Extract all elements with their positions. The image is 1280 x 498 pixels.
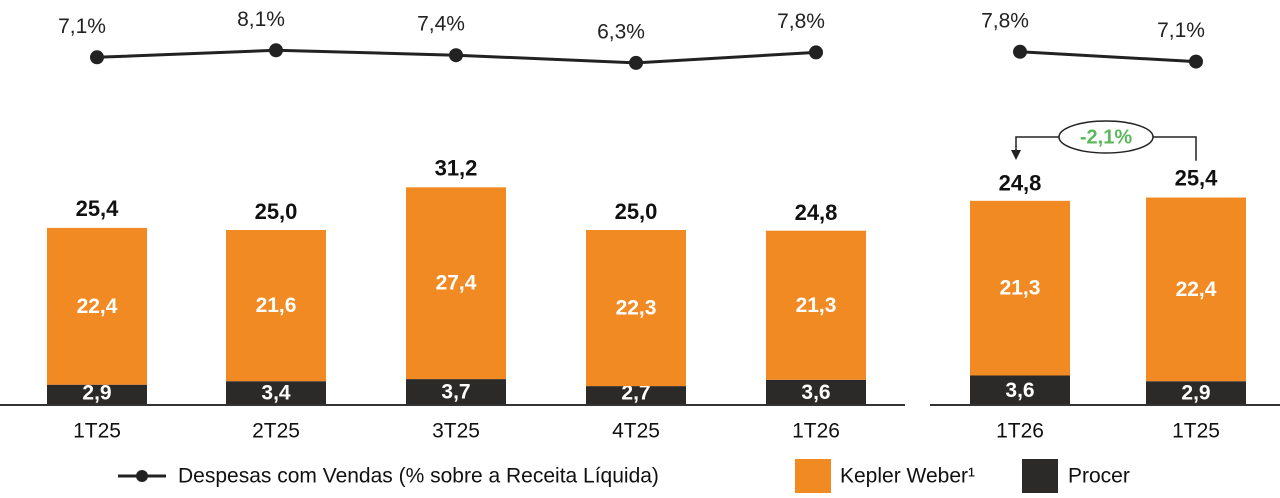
- legend-swatch: [1022, 459, 1058, 493]
- segment-label: 22,4: [1176, 278, 1217, 301]
- segment-label: 3,7: [441, 381, 470, 404]
- bar-segment: [1146, 197, 1246, 382]
- line-label: 7,1%: [58, 15, 106, 38]
- segment-label: 22,3: [616, 297, 657, 320]
- total-label: 25,4: [1175, 166, 1219, 191]
- x-tick-label: 1T25: [1172, 420, 1220, 443]
- x-tick-label: 1T26: [996, 420, 1044, 443]
- segment-label: 3,4: [261, 382, 291, 405]
- line-point: [1013, 44, 1027, 59]
- line-point: [1189, 54, 1203, 69]
- segment-label: 21,3: [1000, 277, 1041, 300]
- total-label: 24,8: [795, 200, 838, 225]
- bar-segment: [766, 379, 866, 405]
- segment-label: 2,7: [621, 382, 650, 405]
- segment-label: 2,9: [1181, 382, 1210, 405]
- annotation-ellipse: [1058, 120, 1154, 154]
- line-point: [269, 43, 283, 58]
- segment-label: 21,6: [256, 294, 297, 317]
- legend: Despesas com Vendas (% sobre a Receita L…: [118, 459, 1130, 493]
- bar-segment: [226, 230, 326, 382]
- line-point: [809, 45, 823, 60]
- line: [1019, 50, 1197, 64]
- line-label: 7,8%: [981, 9, 1029, 32]
- line-label: 7,4%: [417, 13, 465, 36]
- segment-label: 27,4: [436, 272, 477, 295]
- bar-segment: [406, 379, 506, 405]
- bar-segment: [406, 187, 506, 380]
- x-tick-label: 1T25: [73, 420, 121, 443]
- segment-label: 22,4: [77, 295, 118, 318]
- bar-segment: [586, 386, 686, 405]
- total-label: 24,8: [999, 170, 1042, 195]
- x-tick-label: 4T25: [612, 420, 660, 443]
- legend-label: Despesas com Vendas (% sobre a Receita L…: [178, 465, 659, 488]
- x-tick-label: 3T25: [432, 420, 480, 443]
- x-tick-label: 2T25: [252, 420, 300, 443]
- legend-label: Procer: [1068, 465, 1130, 488]
- total-label: 25,0: [255, 199, 298, 224]
- bar-segment: [586, 230, 686, 387]
- bar-segment: [47, 384, 147, 405]
- legend-label: Kepler Weber¹: [840, 465, 975, 488]
- arrow-head: [1011, 150, 1021, 160]
- total-label: 25,0: [615, 199, 658, 224]
- line-point: [90, 50, 104, 65]
- line-point: [449, 48, 463, 63]
- line-label: 7,8%: [777, 10, 825, 33]
- line-label: 7,1%: [1157, 19, 1205, 42]
- segment-label: 2,9: [82, 382, 111, 405]
- x-tick-label: 1T26: [792, 420, 840, 443]
- legend-swatch: [795, 459, 831, 493]
- bar-segment: [970, 200, 1070, 376]
- segment-label: 3,6: [801, 381, 830, 404]
- bar-segment: [766, 230, 866, 380]
- segment-label: 21,3: [796, 294, 837, 317]
- line-label: 8,1%: [237, 8, 285, 31]
- total-label: 31,2: [435, 155, 478, 180]
- annotation: -2,1%: [1080, 126, 1132, 148]
- bar-segment: [226, 381, 326, 405]
- line-point: [629, 55, 643, 70]
- segment-label: 3,6: [1005, 379, 1034, 402]
- bar-segment: [970, 375, 1070, 405]
- legend-dot: [136, 470, 148, 482]
- bar-segment: [1146, 381, 1246, 405]
- bar-segment: [47, 227, 147, 385]
- total-label: 25,4: [76, 196, 120, 221]
- line-label: 6,3%: [597, 20, 645, 43]
